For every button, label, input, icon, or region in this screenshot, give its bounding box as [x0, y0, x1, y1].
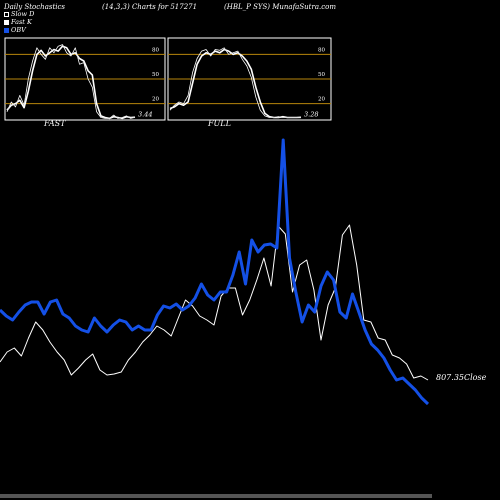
full-level-label: 50	[318, 72, 325, 78]
fast-level-label: 50	[152, 72, 159, 78]
full-fast-k-line	[169, 47, 302, 118]
volume-baseline	[0, 494, 432, 498]
obv-line	[0, 138, 430, 406]
fast-last-value-label: 3.44	[138, 111, 152, 119]
legend-obv: OBV	[4, 27, 26, 34]
fast-slow-d-line	[6, 45, 136, 120]
legend-slow-d: Slow D	[4, 11, 34, 18]
chart-params-label: (14,3,3) Charts for 517271	[102, 3, 198, 11]
fast-panel-title: FAST	[44, 119, 66, 128]
symbol-source-label: (HBL_P SYS) MunafaSutra.com	[224, 3, 336, 11]
fast-level-label: 20	[152, 97, 159, 103]
legend-swatch	[4, 11, 9, 17]
full-level-label: 80	[318, 47, 325, 53]
legend-fast-k: Fast K	[4, 19, 32, 26]
legend-label: Fast K	[11, 18, 32, 26]
full-last-value-label: 3.28	[304, 111, 318, 119]
close-price-line	[0, 224, 429, 381]
legend-swatch	[4, 27, 9, 33]
legend-label: OBV	[11, 26, 26, 34]
close-value-label: 807.35Close	[436, 373, 487, 382]
full-level-label: 20	[318, 97, 325, 103]
legend-label: Slow D	[11, 10, 35, 18]
fast-level-label: 80	[152, 47, 159, 53]
chart-type-label: Daily Stochastics	[4, 3, 66, 11]
fast-fast-k-line	[6, 44, 136, 119]
full-panel-title: FULL	[208, 119, 231, 128]
legend-swatch	[4, 19, 9, 25]
full-slow-d-line	[169, 48, 302, 119]
